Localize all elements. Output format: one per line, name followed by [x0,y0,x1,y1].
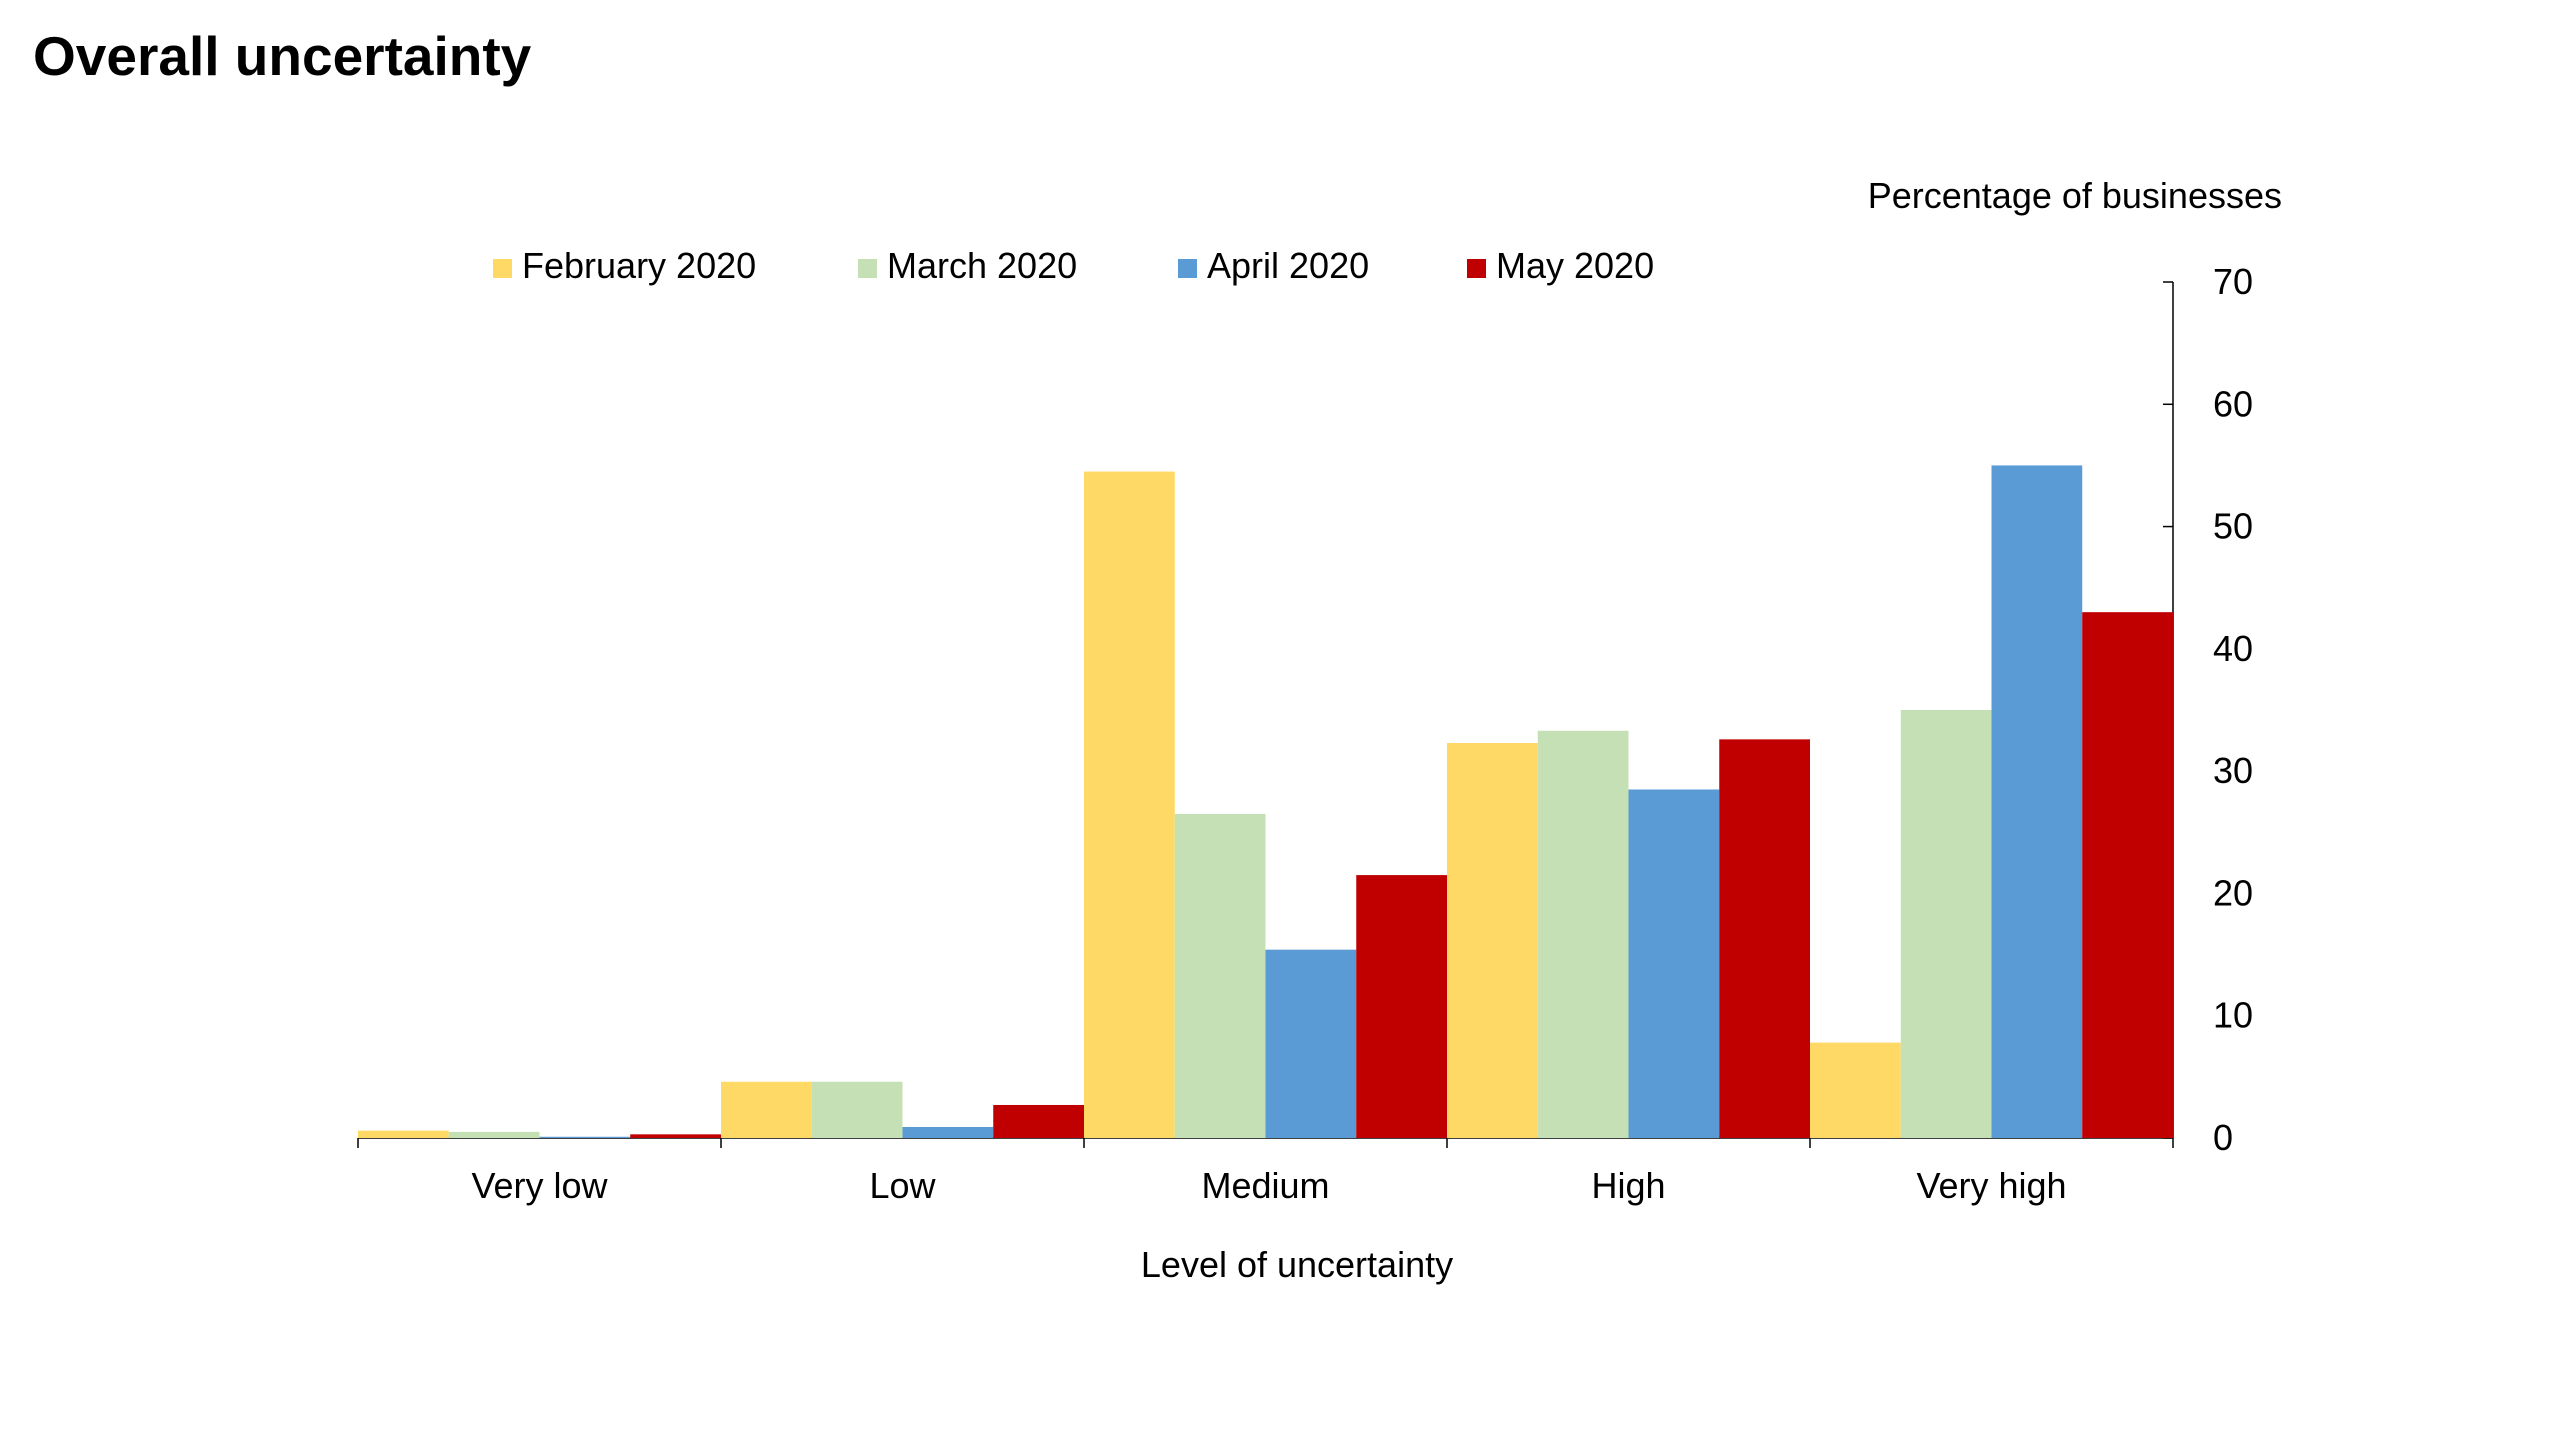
y-tick-label: 40 [2213,628,2253,669]
bar [358,1130,449,1138]
bar [1084,471,1175,1138]
bar [1537,730,1629,1138]
x-tick-label: Very low [471,1165,608,1206]
x-tick-label: Low [869,1165,936,1206]
y-tick-label: 60 [2213,383,2253,424]
y-axis-label: Percentage of businesses [1868,175,2282,216]
legend-swatch [1178,259,1197,278]
y-tick-label: 10 [2213,995,2253,1036]
legend-swatch [1467,259,1486,278]
bar [1810,1042,1901,1138]
x-tick-label: Very high [1916,1165,2066,1206]
bar [448,1131,540,1138]
x-tick-label: High [1591,1165,1665,1206]
bar [1265,949,1357,1138]
legend-swatch [858,259,877,278]
y-tick-label: 50 [2213,506,2253,547]
plot-area: 0 10 20 30 40 50 60 70 Very low Low Medium High Very… [357,261,2253,1206]
chart-title: Overall uncertainty [33,25,532,87]
bar [1356,875,1447,1138]
bar [1447,743,1538,1138]
bar [630,1134,721,1138]
legend-label: May 2020 [1496,245,1654,286]
x-axis-label: Level of uncertainty [1141,1244,1453,1285]
y-tick-label: 20 [2213,872,2253,913]
bar [1174,813,1266,1138]
bar [2082,612,2173,1138]
y-tick-label: 30 [2213,750,2253,791]
bar [539,1136,631,1138]
x-tick-label: Medium [1201,1165,1329,1206]
bar [721,1081,812,1138]
bar [1628,789,1720,1138]
bar [993,1104,1084,1138]
y-tick-label: 0 [2213,1117,2233,1158]
bar [811,1081,903,1138]
legend-swatch [493,259,512,278]
bar [1991,465,2083,1138]
legend-label: April 2020 [1207,245,1369,286]
bar [902,1126,994,1138]
legend-label: February 2020 [522,245,756,286]
legend: February 2020 March 2020 April 2020 May 202… [493,245,1654,286]
y-tick-label: 70 [2213,261,2253,302]
bar [1719,739,1810,1138]
bar [1900,710,1992,1138]
legend-label: March 2020 [887,245,1077,286]
